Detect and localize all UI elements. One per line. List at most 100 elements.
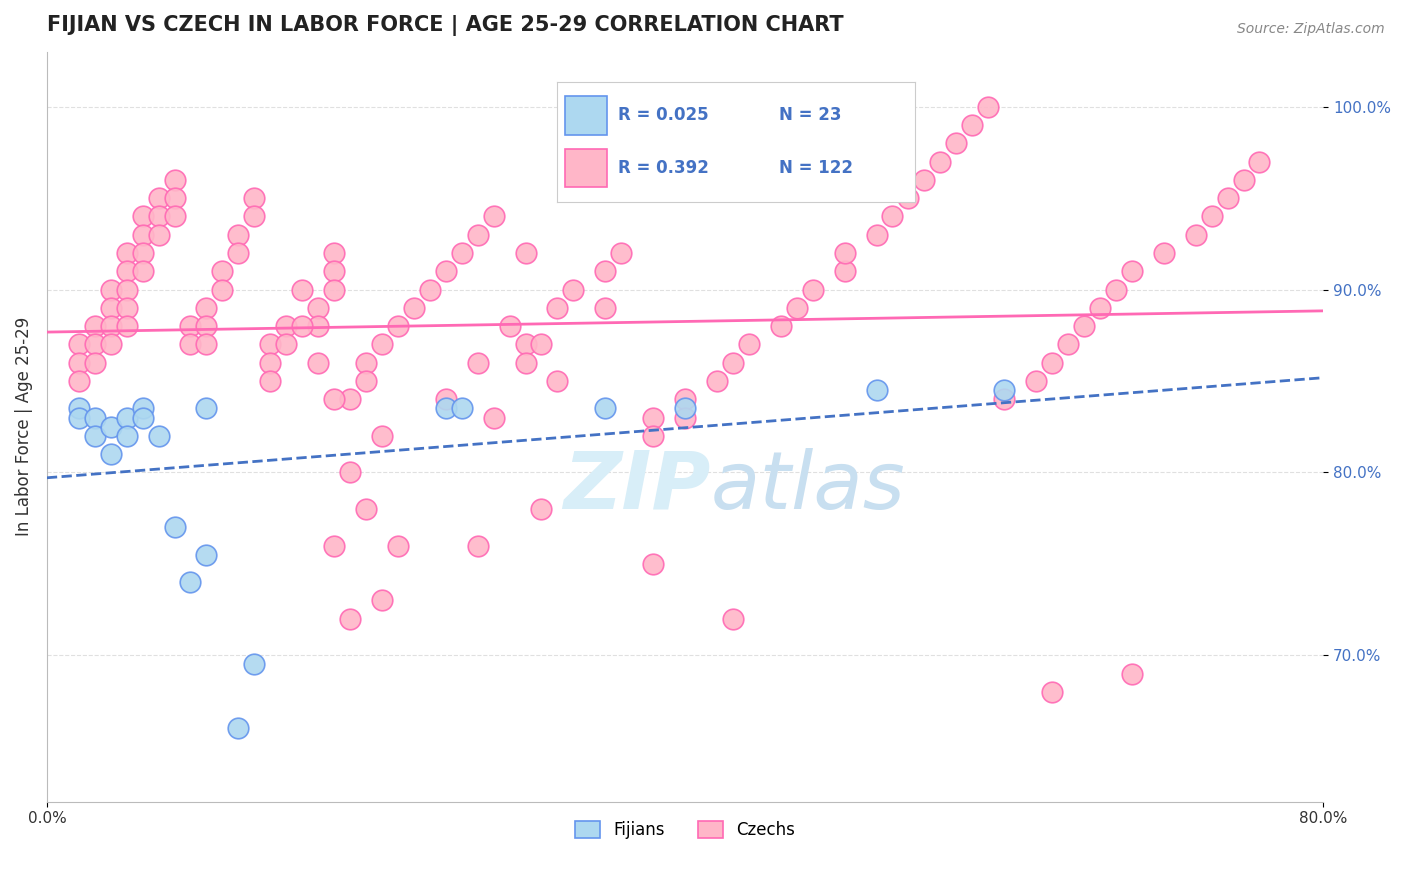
Point — [195, 401, 218, 416]
Point — [354, 502, 377, 516]
Point — [323, 539, 346, 553]
Point — [371, 593, 394, 607]
Point — [419, 283, 441, 297]
Point — [1184, 227, 1206, 242]
Point — [195, 548, 218, 562]
Point — [1121, 666, 1143, 681]
Point — [834, 264, 856, 278]
Point — [912, 173, 935, 187]
Point — [1105, 283, 1128, 297]
Point — [307, 301, 329, 315]
Point — [115, 264, 138, 278]
Point — [546, 374, 568, 388]
Point — [323, 283, 346, 297]
Point — [865, 227, 887, 242]
Point — [897, 191, 920, 205]
Point — [339, 466, 361, 480]
Point — [67, 356, 90, 370]
Point — [131, 401, 153, 416]
Point — [131, 227, 153, 242]
Point — [339, 612, 361, 626]
Point — [498, 319, 520, 334]
Point — [865, 383, 887, 397]
Point — [83, 337, 105, 351]
Point — [291, 319, 314, 334]
Point — [1040, 356, 1063, 370]
Point — [1040, 685, 1063, 699]
Point — [1201, 210, 1223, 224]
Point — [243, 191, 266, 205]
Point — [834, 246, 856, 260]
Point — [323, 264, 346, 278]
Point — [1088, 301, 1111, 315]
Point — [515, 356, 537, 370]
Point — [83, 410, 105, 425]
Point — [259, 356, 281, 370]
Point — [211, 283, 233, 297]
Point — [482, 410, 505, 425]
Point — [228, 246, 250, 260]
Point — [131, 410, 153, 425]
Point — [882, 210, 904, 224]
Point — [243, 210, 266, 224]
Point — [434, 401, 457, 416]
Point — [595, 264, 617, 278]
Point — [1121, 264, 1143, 278]
Point — [115, 410, 138, 425]
Point — [434, 264, 457, 278]
Point — [387, 319, 409, 334]
Point — [546, 301, 568, 315]
Point — [291, 283, 314, 297]
Point — [259, 337, 281, 351]
Point — [115, 283, 138, 297]
Point — [307, 319, 329, 334]
Point — [434, 392, 457, 407]
Point — [738, 337, 761, 351]
Point — [354, 374, 377, 388]
Point — [131, 210, 153, 224]
Point — [467, 227, 489, 242]
Point — [977, 100, 1000, 114]
Point — [769, 319, 792, 334]
Point — [1057, 337, 1080, 351]
Point — [179, 337, 201, 351]
Point — [1249, 154, 1271, 169]
Point — [323, 392, 346, 407]
Point — [673, 401, 696, 416]
Point — [276, 337, 298, 351]
Point — [100, 319, 122, 334]
Point — [148, 210, 170, 224]
Point — [945, 136, 967, 151]
Point — [67, 337, 90, 351]
Point — [276, 319, 298, 334]
Point — [1025, 374, 1047, 388]
Point — [195, 337, 218, 351]
Point — [100, 283, 122, 297]
Point — [706, 374, 728, 388]
Point — [643, 429, 665, 443]
Point — [450, 246, 472, 260]
Point — [115, 246, 138, 260]
Point — [100, 337, 122, 351]
Point — [515, 246, 537, 260]
Point — [962, 118, 984, 132]
Point — [228, 227, 250, 242]
Point — [131, 246, 153, 260]
Point — [163, 210, 186, 224]
Point — [993, 392, 1015, 407]
Point — [786, 301, 808, 315]
Point — [467, 539, 489, 553]
Point — [83, 319, 105, 334]
Point — [721, 356, 744, 370]
Point — [1216, 191, 1239, 205]
Point — [450, 401, 472, 416]
Point — [67, 401, 90, 416]
Point — [354, 356, 377, 370]
Point — [643, 557, 665, 571]
Point — [83, 356, 105, 370]
Point — [163, 191, 186, 205]
Point — [402, 301, 425, 315]
Point — [100, 419, 122, 434]
Point — [515, 337, 537, 351]
Point — [721, 612, 744, 626]
